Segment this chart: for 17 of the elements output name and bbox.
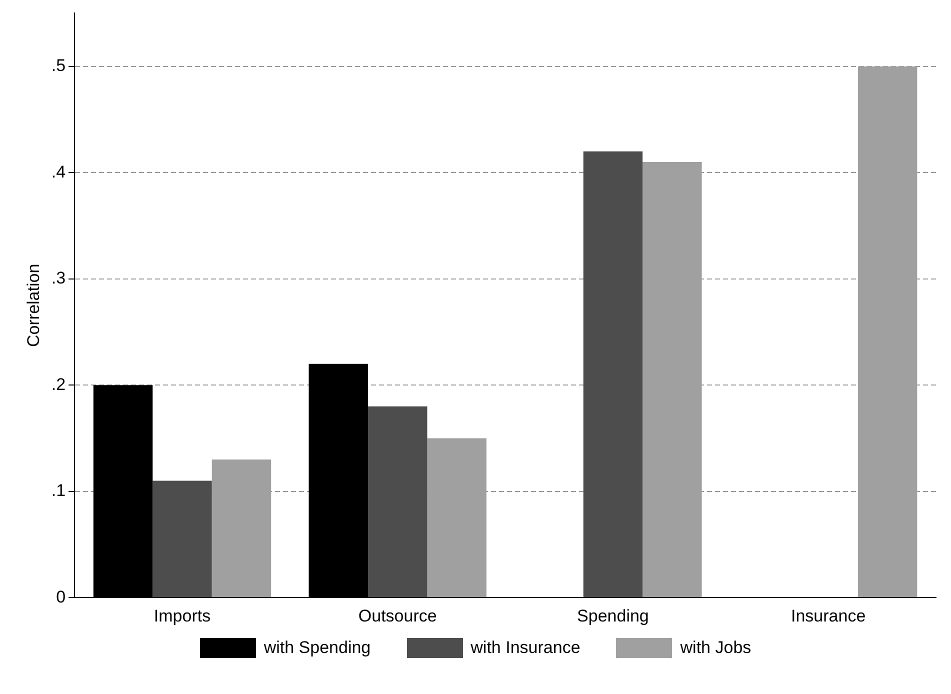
x-tick-label: Insurance — [790, 606, 866, 626]
y-axis-title: Correlation — [24, 264, 43, 347]
x-tick-label: Outsource — [358, 606, 437, 626]
x-tick-label: Spending — [577, 606, 649, 626]
bar — [152, 480, 212, 598]
x-tick-label: Imports — [154, 606, 211, 626]
y-tick-label: .3 — [51, 268, 66, 288]
legend-label: with Insurance — [470, 638, 580, 658]
y-tick-label: 0 — [56, 587, 66, 606]
y-tick-label: .4 — [51, 162, 66, 182]
bar — [583, 151, 643, 598]
y-tick-label: .1 — [51, 481, 66, 500]
y-tick-label: .2 — [51, 374, 66, 394]
legend-label: with Jobs — [680, 638, 752, 658]
legend-label: with Spending — [264, 638, 371, 658]
y-tick-label: .5 — [51, 56, 66, 76]
bar — [368, 406, 428, 598]
